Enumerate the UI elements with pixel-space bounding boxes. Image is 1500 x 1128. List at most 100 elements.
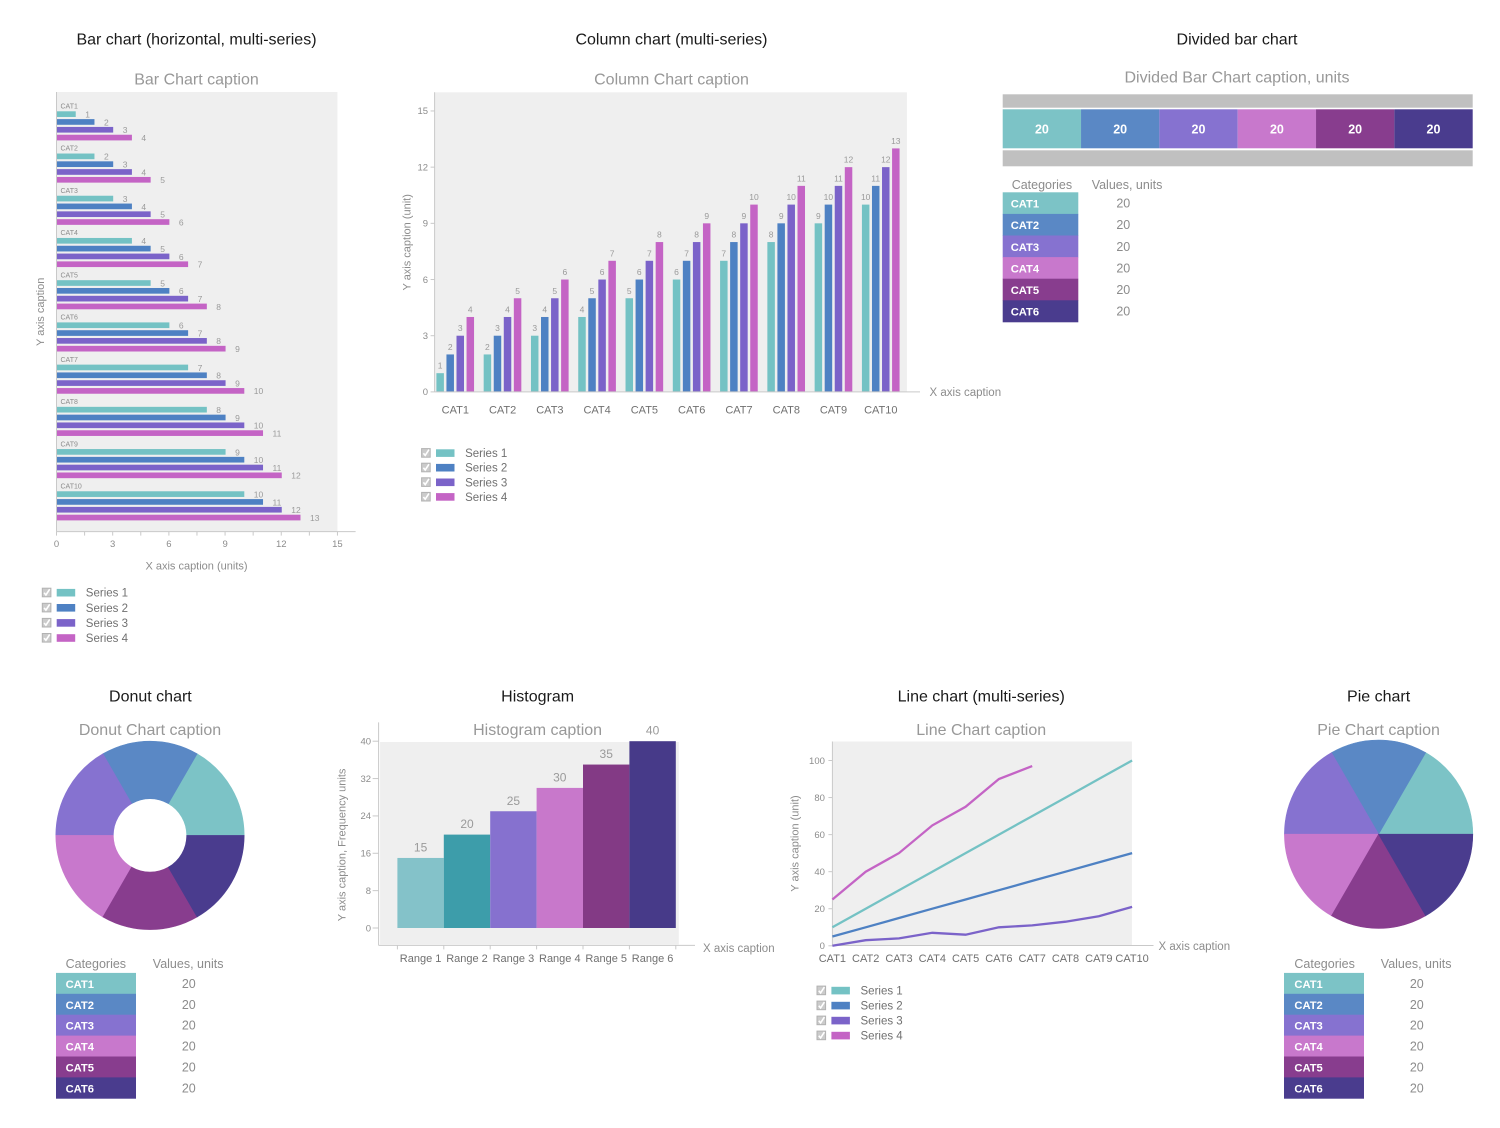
svg-text:Series 3: Series 3 — [861, 1016, 903, 1028]
svg-text:8: 8 — [769, 230, 774, 240]
svg-text:CAT4: CAT4 — [1011, 263, 1040, 275]
svg-text:20: 20 — [182, 1019, 196, 1033]
svg-text:12: 12 — [881, 155, 891, 165]
svg-text:5: 5 — [627, 286, 632, 296]
svg-text:CAT5: CAT5 — [631, 405, 658, 417]
svg-text:CAT3: CAT3 — [1294, 1021, 1322, 1033]
svg-text:CAT5: CAT5 — [66, 1063, 94, 1075]
svg-text:80: 80 — [814, 793, 825, 804]
svg-text:100: 100 — [809, 756, 825, 767]
svg-text:CAT1: CAT1 — [442, 405, 469, 417]
svg-text:9: 9 — [222, 539, 227, 550]
svg-text:9: 9 — [423, 219, 428, 230]
svg-text:1: 1 — [85, 110, 90, 120]
svg-text:CAT4: CAT4 — [1294, 1042, 1323, 1054]
svg-text:CAT6: CAT6 — [985, 953, 1012, 965]
svg-text:6: 6 — [600, 267, 605, 277]
svg-text:6: 6 — [179, 321, 184, 331]
svg-text:Divided bar chart: Divided bar chart — [1177, 31, 1299, 48]
svg-text:Categories: Categories — [1012, 178, 1072, 192]
svg-text:10: 10 — [861, 192, 871, 202]
svg-text:0: 0 — [54, 539, 59, 550]
svg-text:4: 4 — [141, 236, 146, 246]
svg-text:11: 11 — [797, 173, 806, 183]
svg-text:CAT9: CAT9 — [61, 441, 78, 448]
svg-text:Series 3: Series 3 — [465, 477, 507, 489]
svg-text:CAT1: CAT1 — [61, 104, 78, 111]
svg-text:Series 4: Series 4 — [861, 1031, 904, 1043]
svg-text:CAT4: CAT4 — [919, 953, 946, 965]
svg-text:20: 20 — [1116, 218, 1130, 232]
svg-text:20: 20 — [1410, 1081, 1424, 1095]
svg-text:CAT1: CAT1 — [1011, 199, 1039, 211]
svg-text:24: 24 — [361, 811, 372, 822]
svg-text:Range 1: Range 1 — [400, 953, 442, 965]
svg-text:CAT2: CAT2 — [66, 1000, 94, 1012]
svg-text:9: 9 — [235, 413, 240, 423]
svg-text:10: 10 — [254, 386, 264, 396]
svg-text:40: 40 — [361, 737, 372, 748]
svg-text:Divided Bar Chart caption, uni: Divided Bar Chart caption, units — [1125, 70, 1350, 87]
svg-text:10: 10 — [749, 192, 759, 202]
svg-text:6: 6 — [423, 275, 428, 286]
svg-text:9: 9 — [235, 447, 240, 457]
svg-text:CAT5: CAT5 — [1294, 1063, 1322, 1075]
svg-text:3: 3 — [123, 194, 128, 204]
svg-text:Series 4: Series 4 — [465, 492, 508, 504]
svg-text:12: 12 — [291, 505, 301, 515]
svg-text:20: 20 — [182, 1040, 196, 1054]
svg-text:4: 4 — [141, 167, 146, 177]
svg-text:8: 8 — [216, 302, 221, 312]
svg-text:6: 6 — [179, 217, 184, 227]
svg-text:12: 12 — [276, 539, 287, 550]
svg-text:5: 5 — [552, 286, 557, 296]
svg-text:8: 8 — [366, 886, 371, 897]
svg-text:20: 20 — [1116, 240, 1130, 254]
svg-text:20: 20 — [1348, 123, 1362, 137]
svg-text:20: 20 — [1410, 998, 1424, 1012]
svg-text:0: 0 — [423, 387, 428, 398]
svg-text:4: 4 — [141, 202, 146, 212]
svg-text:Range 4: Range 4 — [539, 953, 581, 965]
svg-text:9: 9 — [704, 211, 709, 221]
svg-text:20: 20 — [182, 1061, 196, 1075]
svg-text:CAT6: CAT6 — [1011, 307, 1039, 319]
svg-text:13: 13 — [310, 513, 320, 523]
svg-text:Column Chart caption: Column Chart caption — [594, 72, 749, 89]
svg-text:16: 16 — [361, 849, 372, 860]
svg-text:5: 5 — [515, 286, 520, 296]
svg-text:Range 6: Range 6 — [632, 953, 674, 965]
svg-text:10: 10 — [254, 455, 264, 465]
svg-text:Histogram: Histogram — [501, 689, 574, 706]
svg-text:4: 4 — [468, 305, 473, 315]
svg-text:20: 20 — [460, 817, 474, 831]
svg-text:Histogram caption: Histogram caption — [473, 722, 602, 739]
svg-text:25: 25 — [507, 794, 521, 808]
svg-text:Range 2: Range 2 — [446, 953, 488, 965]
svg-text:Values, units: Values, units — [153, 957, 224, 971]
svg-text:3: 3 — [110, 539, 115, 550]
svg-text:0: 0 — [366, 923, 371, 934]
svg-text:5: 5 — [160, 244, 165, 254]
svg-text:2: 2 — [104, 117, 109, 127]
svg-text:20: 20 — [1116, 261, 1130, 275]
svg-text:CAT9: CAT9 — [820, 405, 847, 417]
svg-text:Column chart (multi-series): Column chart (multi-series) — [575, 31, 767, 48]
svg-text:Y axis caption (unit): Y axis caption (unit) — [401, 194, 413, 290]
svg-text:20: 20 — [182, 977, 196, 991]
svg-text:8: 8 — [657, 230, 662, 240]
svg-text:12: 12 — [291, 471, 301, 481]
svg-text:8: 8 — [216, 371, 221, 381]
svg-text:CAT2: CAT2 — [852, 953, 879, 965]
svg-text:CAT1: CAT1 — [66, 979, 94, 991]
svg-text:3: 3 — [458, 323, 463, 333]
svg-text:10: 10 — [824, 192, 834, 202]
svg-text:11: 11 — [273, 463, 282, 473]
svg-text:CAT2: CAT2 — [1294, 1000, 1322, 1012]
svg-text:8: 8 — [732, 230, 737, 240]
svg-text:Y axis caption, Frequency unit: Y axis caption, Frequency units — [337, 768, 349, 921]
svg-text:CAT8: CAT8 — [1052, 953, 1079, 965]
svg-text:X axis caption: X axis caption — [1159, 941, 1231, 953]
svg-text:CAT2: CAT2 — [61, 146, 78, 153]
svg-text:35: 35 — [600, 747, 614, 761]
